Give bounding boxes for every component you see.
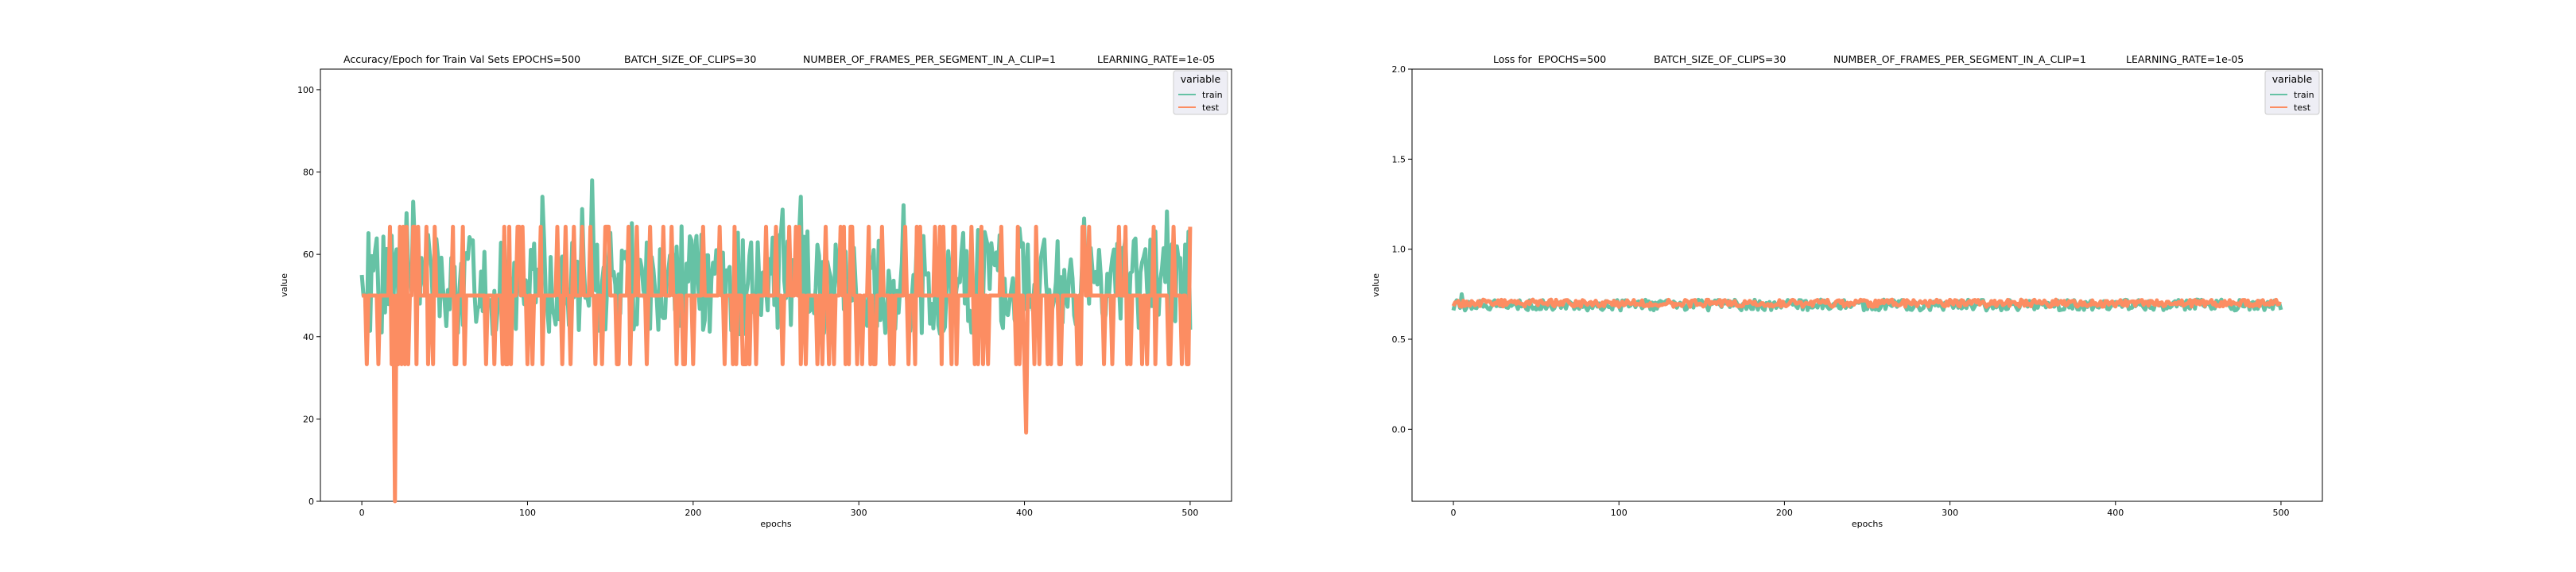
accuracy-ticks-layer: 0 100 200 300 400 500 0 20 40 60 80 100 [297, 85, 1198, 518]
accuracy-y-tick-label: 100 [297, 85, 314, 95]
loss-title: Loss for EPOCHS=500 BATCH_SIZE_OF_CLIPS=… [1493, 53, 2244, 65]
loss-legend-box [2264, 70, 2320, 115]
accuracy-x-tick-label: 200 [685, 508, 701, 518]
accuracy-title-segment-0: Accuracy/Epoch for Train Val Sets EPOCHS… [343, 53, 580, 65]
accuracy-legend: variable train test [1173, 70, 1228, 115]
accuracy-title: Accuracy/Epoch for Train Val Sets EPOCHS… [343, 53, 1215, 65]
accuracy-x-tick-label: 400 [1016, 508, 1033, 518]
loss-title-segment-3: LEARNING_RATE=1e-05 [2126, 53, 2244, 65]
accuracy-x-tick-label: 100 [519, 508, 536, 518]
loss-legend-label-train: train [2294, 90, 2314, 100]
loss-title-segment-1: BATCH_SIZE_OF_CLIPS=30 [1654, 53, 1786, 65]
loss-y-tick-label: 1.5 [1392, 154, 1406, 164]
loss-y-tick-label: 0.0 [1392, 424, 1406, 435]
accuracy-y-tick-label: 20 [303, 414, 314, 424]
loss-y-tick-label: 0.5 [1392, 334, 1406, 345]
loss-x-tick-label: 100 [1611, 508, 1627, 518]
loss-x-tick-label: 500 [2272, 508, 2289, 518]
loss-y-axis-label: value [1371, 273, 1381, 297]
accuracy-legend-label-test: test [1202, 102, 1220, 113]
accuracy-x-tick-label: 0 [359, 508, 365, 518]
loss-title-segment-2: NUMBER_OF_FRAMES_PER_SEGMENT_IN_A_CLIP=1 [1833, 53, 2086, 65]
loss-chart-panel: 0 100 200 300 400 500 0.0 0.5 1.0 1.5 2.0 Loss for… [1371, 53, 2323, 529]
loss-x-tick-label: 0 [1451, 508, 1457, 518]
loss-series-line-test [1451, 297, 2282, 309]
loss-title-segment-0: Loss for EPOCHS=500 [1493, 53, 1606, 65]
loss-legend: variable train test [2264, 70, 2320, 115]
loss-x-tick-label: 300 [1942, 508, 1958, 518]
accuracy-chart-panel: 0 100 200 300 400 500 0 20 40 60 80 100 Accuracy/Ep… [279, 53, 1232, 529]
accuracy-x-tick-label: 300 [851, 508, 867, 518]
accuracy-x-tick-label: 500 [1181, 508, 1198, 518]
accuracy-y-tick-label: 60 [303, 249, 314, 260]
accuracy-legend-title: variable [1181, 73, 1221, 85]
accuracy-y-tick-label: 0 [308, 497, 314, 507]
loss-plot-area [1411, 68, 2323, 502]
loss-legend-title: variable [2272, 73, 2313, 85]
loss-ticks-layer: 0 100 200 300 400 500 0.0 0.5 1.0 1.5 2.0 [1392, 64, 2290, 518]
loss-x-axis-label: epochs [1852, 519, 1883, 529]
accuracy-y-tick-label: 80 [303, 168, 314, 178]
loss-x-tick-label: 200 [1776, 508, 1793, 518]
loss-y-tick-label: 2.0 [1392, 64, 1406, 75]
accuracy-title-segment-2: NUMBER_OF_FRAMES_PER_SEGMENT_IN_A_CLIP=1 [803, 53, 1056, 65]
accuracy-x-axis-label: epochs [760, 519, 791, 529]
accuracy-series-line-test [361, 224, 1193, 504]
accuracy-title-segment-1: BATCH_SIZE_OF_CLIPS=30 [624, 53, 756, 65]
accuracy-title-segment-3: LEARNING_RATE=1e-05 [1097, 53, 1215, 65]
accuracy-legend-box [1173, 70, 1228, 115]
accuracy-y-axis-label: value [279, 273, 289, 297]
loss-axes-frame [1411, 68, 2323, 502]
loss-legend-label-test: test [2294, 102, 2311, 113]
loss-y-tick-label: 1.0 [1392, 245, 1406, 255]
loss-series-layer [1451, 292, 2283, 313]
loss-x-tick-label: 400 [2107, 508, 2124, 518]
accuracy-series-layer [359, 178, 1193, 504]
accuracy-y-tick-label: 40 [303, 332, 314, 342]
accuracy-legend-label-train: train [1202, 90, 1223, 100]
